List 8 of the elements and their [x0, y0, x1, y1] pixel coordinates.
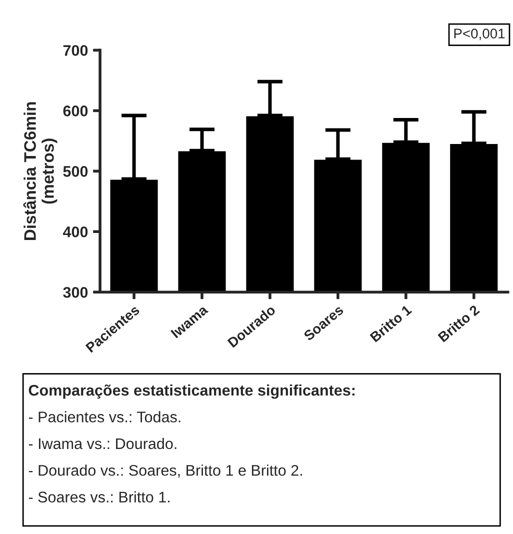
y-tick-label: 600: [63, 106, 88, 116]
y-tick-label: 500: [63, 166, 88, 177]
text: Comparações estatisticamente significantes: - Pacientes vs.: Todas. - Iwama vs.: Dourado. - Dourado vs.: Soares, Britto 1 e Britto 2. - Soares vs.: Britto 1.: [28, 384, 354, 502]
y-tick-label: 300: [63, 286, 88, 298]
y-axis-title: Distância TC6min (metros): [23, 102, 58, 240]
text: P<0,001: [454, 28, 505, 40]
y-tick-label: 700: [63, 45, 88, 56]
y-tick-label: 400: [62, 226, 88, 238]
